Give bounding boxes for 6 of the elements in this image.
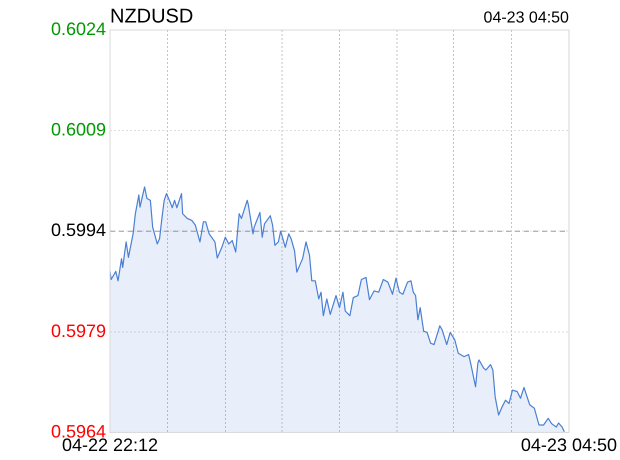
y-tick-label: 0.5994 xyxy=(50,220,106,240)
y-tick-label: 0.5979 xyxy=(50,320,106,341)
text: 04-23 04:50 xyxy=(484,9,570,26)
y-tick-label: 0.6009 xyxy=(50,120,106,140)
y-tick-label: 0.6024 xyxy=(50,18,106,39)
chart-title: NZDUSD xyxy=(110,6,194,28)
